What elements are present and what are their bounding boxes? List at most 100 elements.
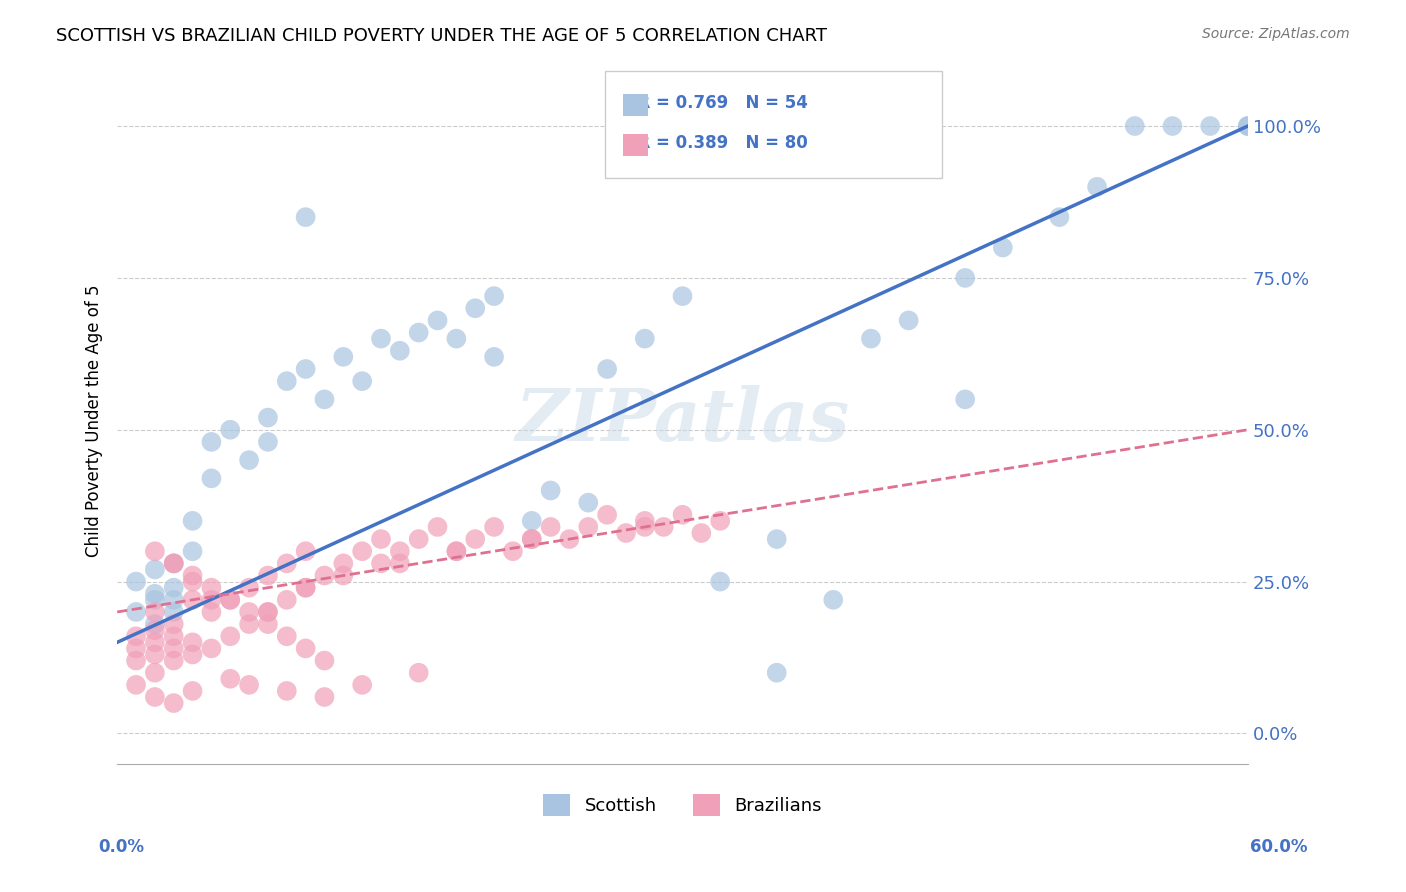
Point	[408, 326, 430, 340]
Point	[482, 350, 505, 364]
Point	[163, 641, 186, 656]
Point	[690, 526, 713, 541]
Point	[294, 581, 316, 595]
Point	[709, 574, 731, 589]
Point	[238, 678, 260, 692]
Legend: Scottish, Brazilians: Scottish, Brazilians	[536, 787, 830, 823]
Point	[163, 581, 186, 595]
Point	[314, 690, 336, 704]
Point	[558, 532, 581, 546]
Point	[181, 648, 204, 662]
Point	[143, 648, 166, 662]
Point	[125, 641, 148, 656]
Point	[765, 665, 787, 680]
Point	[1161, 119, 1184, 133]
Point	[143, 665, 166, 680]
Point	[294, 210, 316, 224]
Point	[200, 471, 222, 485]
Point	[163, 617, 186, 632]
Point	[823, 592, 845, 607]
Text: R = 0.389   N = 80: R = 0.389 N = 80	[626, 134, 807, 152]
Point	[1237, 119, 1260, 133]
Point	[294, 641, 316, 656]
Point	[502, 544, 524, 558]
Point	[294, 362, 316, 376]
Point	[143, 690, 166, 704]
Point	[125, 574, 148, 589]
Text: 60.0%: 60.0%	[1250, 838, 1308, 856]
Point	[426, 313, 449, 327]
Point	[314, 654, 336, 668]
Point	[238, 617, 260, 632]
Point	[370, 332, 392, 346]
Point	[276, 374, 298, 388]
Point	[200, 641, 222, 656]
Point	[125, 629, 148, 643]
Point	[143, 544, 166, 558]
Point	[257, 410, 280, 425]
Point	[200, 581, 222, 595]
Point	[163, 696, 186, 710]
Point	[200, 434, 222, 449]
Point	[332, 557, 354, 571]
Point	[143, 617, 166, 632]
Point	[219, 592, 242, 607]
Point	[143, 562, 166, 576]
Point	[143, 592, 166, 607]
Point	[540, 520, 562, 534]
Point	[163, 557, 186, 571]
Point	[991, 240, 1014, 254]
Point	[257, 605, 280, 619]
Point	[596, 508, 619, 522]
Point	[370, 557, 392, 571]
Point	[257, 617, 280, 632]
Point	[314, 392, 336, 407]
Point	[1237, 119, 1260, 133]
Y-axis label: Child Poverty Under the Age of 5: Child Poverty Under the Age of 5	[86, 285, 103, 557]
Point	[314, 568, 336, 582]
Point	[143, 635, 166, 649]
Text: ZIPatlas: ZIPatlas	[516, 385, 849, 456]
Point	[257, 434, 280, 449]
Point	[520, 532, 543, 546]
Point	[219, 672, 242, 686]
Point	[370, 532, 392, 546]
Point	[200, 605, 222, 619]
Point	[352, 374, 374, 388]
Text: SCOTTISH VS BRAZILIAN CHILD POVERTY UNDER THE AGE OF 5 CORRELATION CHART: SCOTTISH VS BRAZILIAN CHILD POVERTY UNDE…	[56, 27, 827, 45]
Point	[446, 544, 468, 558]
Point	[540, 483, 562, 498]
Point	[446, 544, 468, 558]
Point	[520, 514, 543, 528]
Point	[765, 532, 787, 546]
Point	[125, 605, 148, 619]
Point	[238, 453, 260, 467]
Point	[709, 514, 731, 528]
Point	[464, 301, 486, 316]
Point	[482, 289, 505, 303]
Point	[276, 592, 298, 607]
Point	[446, 332, 468, 346]
Point	[352, 544, 374, 558]
Point	[596, 362, 619, 376]
Point	[634, 514, 657, 528]
Point	[163, 654, 186, 668]
Point	[125, 654, 148, 668]
Text: Source: ZipAtlas.com: Source: ZipAtlas.com	[1202, 27, 1350, 41]
Point	[520, 532, 543, 546]
Point	[143, 605, 166, 619]
Point	[294, 544, 316, 558]
Point	[219, 592, 242, 607]
Point	[576, 520, 599, 534]
Point	[163, 557, 186, 571]
Point	[276, 684, 298, 698]
Point	[388, 544, 411, 558]
Point	[200, 592, 222, 607]
Point	[1199, 119, 1222, 133]
Point	[408, 665, 430, 680]
Point	[238, 605, 260, 619]
Point	[634, 332, 657, 346]
Point	[1047, 210, 1070, 224]
Point	[181, 684, 204, 698]
Text: R = 0.769   N = 54: R = 0.769 N = 54	[626, 94, 807, 112]
